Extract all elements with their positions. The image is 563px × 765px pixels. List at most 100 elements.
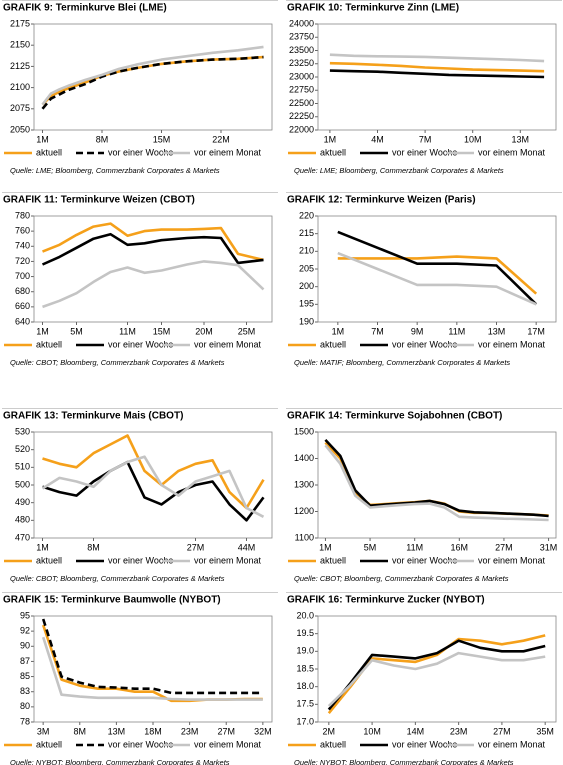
y-tick-label: 1200 (294, 506, 314, 516)
y-tick-label: 215 (299, 228, 314, 238)
series-line (329, 53, 545, 63)
source-note: Quelle: CBOT; Bloomberg, Commerzbank Cor… (10, 574, 225, 583)
legend-label: aktuell (36, 555, 62, 565)
x-tick-label: 1M (36, 134, 49, 144)
series-line (41, 45, 264, 106)
x-tick-label: 32M (254, 726, 272, 736)
x-tick-label: 27M (217, 726, 235, 736)
x-tick-label: 17M (527, 326, 545, 336)
legend-label: aktuell (320, 739, 346, 749)
series-line (41, 624, 263, 703)
series-line (337, 251, 537, 306)
y-tick-label: 720 (15, 256, 30, 266)
chart-title: GRAFIK 16: Terminkurve Zucker (NYBOT) (287, 595, 485, 606)
series-line (337, 255, 538, 295)
series-line (42, 260, 265, 309)
x-tick-label: 13M (488, 326, 506, 336)
x-tick-label: 7M (419, 134, 432, 144)
series-line (41, 232, 264, 266)
plot-frame (317, 23, 557, 131)
series-line (329, 61, 545, 73)
x-tick-label: 2M (323, 726, 336, 736)
y-tick-label: 78 (20, 716, 30, 726)
y-tick-label: 80 (20, 701, 30, 711)
x-tick-label: 5M (70, 326, 83, 336)
legend-label: vor einer Woche (108, 555, 173, 565)
source-note: Quelle: MATIF; Bloomberg, Commerzbank Co… (294, 358, 510, 367)
x-tick-label: 8M (96, 134, 109, 144)
chart-title: GRAFIK 11: Terminkurve Weizen (CBOT) (3, 195, 195, 206)
legend-label: vor einem Monat (478, 555, 546, 565)
legend-label: vor einem Monat (194, 339, 262, 349)
x-tick-label: 8M (74, 726, 87, 736)
chart-title: GRAFIK 15: Terminkurve Baumwolle (NYBOT) (3, 595, 221, 606)
legend-label: vor einem Monat (478, 147, 546, 157)
x-tick-label: 5M (364, 542, 377, 552)
y-tick-label: 95 (20, 610, 30, 620)
x-tick-label: 15M (153, 326, 171, 336)
legend-label: vor einer Woche (108, 147, 173, 157)
y-tick-label: 23500 (289, 45, 314, 55)
y-tick-label: 1100 (295, 532, 314, 542)
y-tick-label: 2150 (10, 40, 30, 50)
y-tick-label: 83 (20, 686, 30, 696)
series-line (42, 460, 265, 522)
y-tick-label: 90 (20, 641, 30, 651)
plot-frame (317, 615, 557, 723)
x-tick-label: 27M (187, 542, 205, 552)
y-tick-label: 780 (15, 210, 30, 220)
source-note: Quelle: LME; Bloomberg, Commerzbank Corp… (294, 166, 504, 175)
y-tick-label: 19.0 (296, 646, 314, 656)
x-tick-label: 8M (87, 542, 100, 552)
y-tick-label: 760 (15, 226, 30, 236)
y-tick-label: 220 (299, 210, 314, 220)
legend-label: vor einem Monat (478, 339, 546, 349)
y-tick-label: 190 (299, 316, 314, 326)
series-line (41, 55, 264, 110)
y-tick-label: 210 (299, 246, 314, 256)
y-tick-label: 195 (299, 299, 314, 309)
y-tick-label: 470 (15, 532, 30, 542)
y-tick-label: 480 (15, 515, 30, 525)
x-tick-label: 22M (212, 134, 230, 144)
y-tick-label: 2100 (10, 82, 30, 92)
y-tick-label: 19.5 (296, 628, 314, 638)
y-tick-label: 18.5 (296, 663, 314, 673)
series-line (41, 618, 263, 695)
x-tick-label: 7M (371, 326, 384, 336)
legend-label: aktuell (320, 147, 346, 157)
y-tick-label: 17.5 (296, 699, 314, 709)
x-tick-label: 25M (238, 326, 256, 336)
legend-label: vor einem Monat (194, 147, 262, 157)
x-tick-label: 23M (450, 726, 468, 736)
series-line (42, 434, 265, 510)
legend-label: aktuell (320, 555, 346, 565)
y-tick-label: 490 (15, 497, 30, 507)
source-note: Quelle: NYBOT; Bloomberg, Commerzbank Co… (294, 758, 514, 765)
x-tick-label: 11M (406, 542, 423, 552)
plot-frame (33, 615, 273, 723)
chart-title: GRAFIK 14: Terminkurve Sojabohnen (CBOT) (287, 411, 502, 422)
y-tick-label: 510 (15, 462, 30, 472)
x-tick-label: 23M (181, 726, 199, 736)
series-line (337, 230, 538, 306)
legend-label: aktuell (36, 339, 62, 349)
y-tick-label: 20.0 (296, 610, 314, 620)
y-tick-label: 500 (15, 479, 30, 489)
x-tick-label: 14M (407, 726, 425, 736)
chart-title: GRAFIK 10: Terminkurve Zinn (LME) (287, 3, 459, 14)
x-tick-label: 1M (324, 134, 337, 144)
y-tick-label: 205 (299, 263, 314, 273)
y-tick-label: 1500 (294, 426, 314, 436)
legend-label: vor einem Monat (478, 739, 546, 749)
y-tick-label: 740 (15, 241, 30, 251)
chart-title: GRAFIK 9: Terminkurve Blei (LME) (3, 3, 167, 14)
y-tick-label: 23750 (289, 32, 314, 42)
x-tick-label: 13M (108, 726, 126, 736)
legend-label: vor einer Woche (108, 339, 173, 349)
x-tick-label: 31M (540, 542, 558, 552)
x-tick-label: 15M (153, 134, 171, 144)
x-tick-label: 1M (319, 542, 332, 552)
x-tick-label: 1M (36, 326, 49, 336)
